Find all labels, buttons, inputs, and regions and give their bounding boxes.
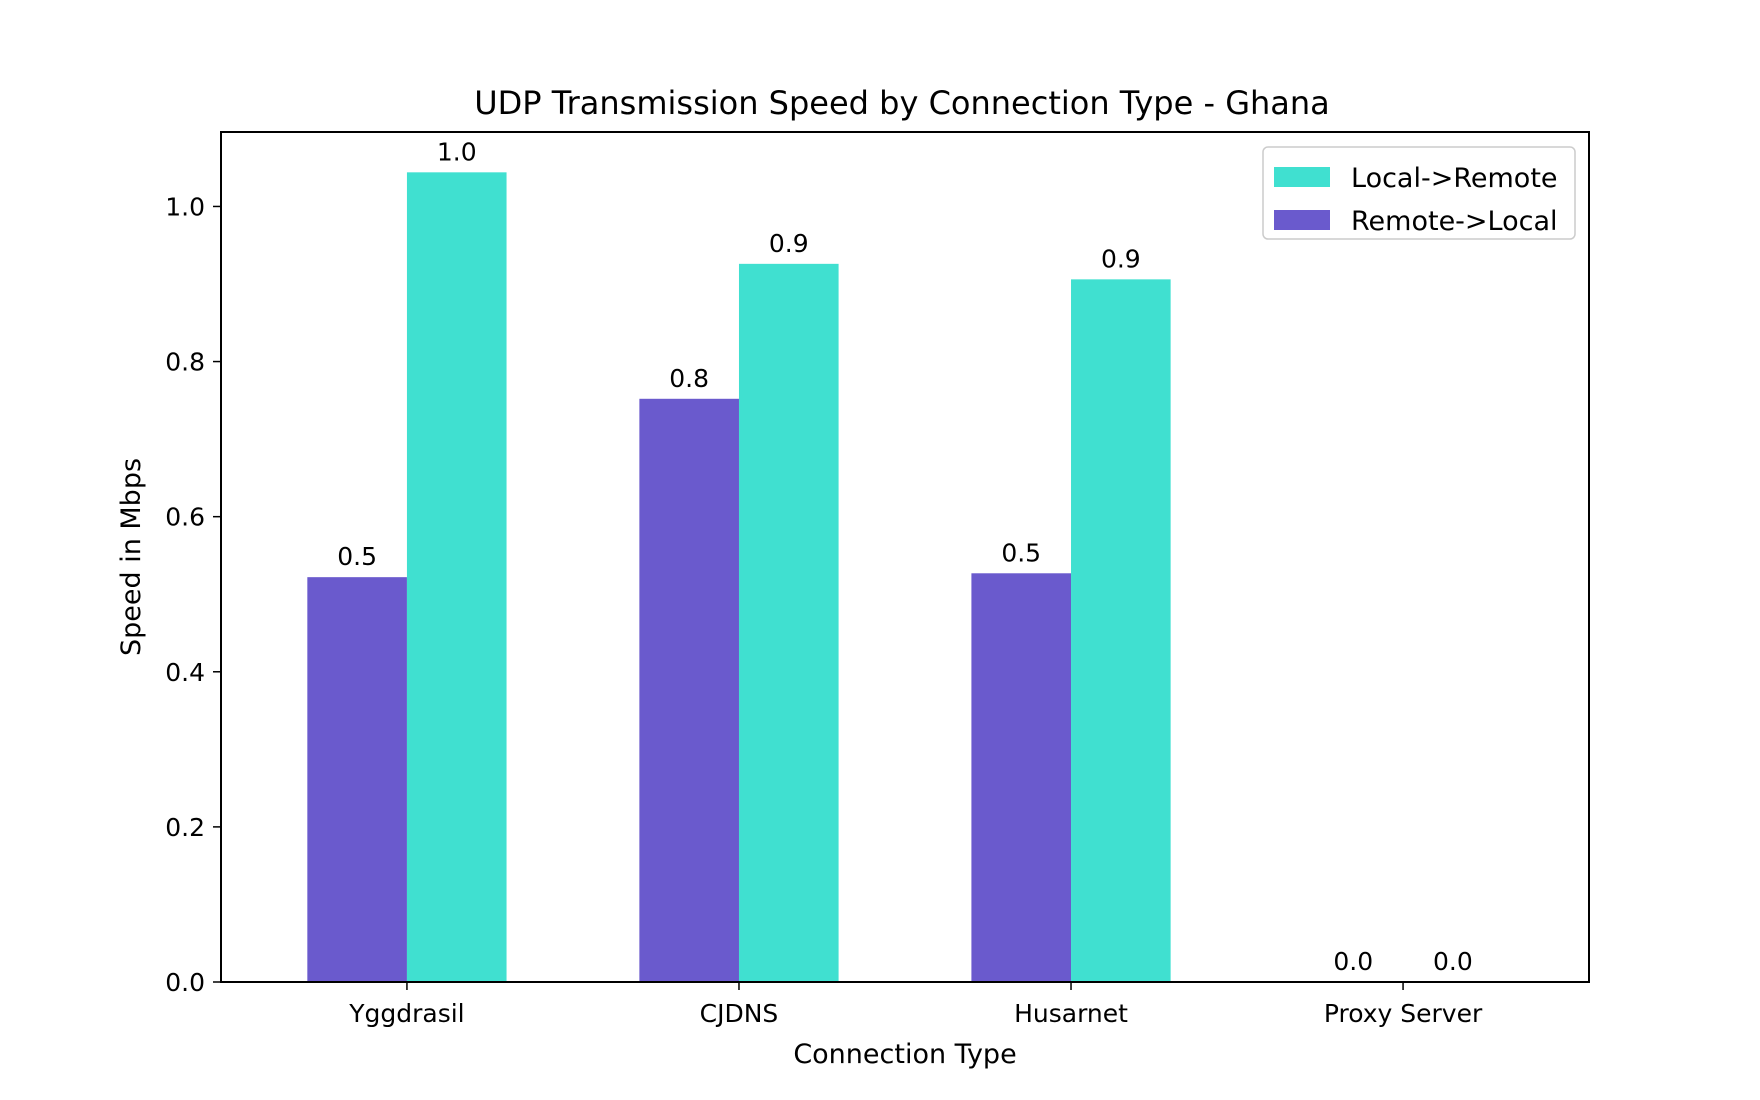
bar-labels-group: 0.5 0.8 0.5 0.0 1.0 0.9 0.9 0.0 [337, 137, 1472, 976]
legend-swatch [1274, 167, 1330, 187]
bar-local-remote-1 [738, 263, 839, 982]
bar-local-remote-0 [406, 172, 507, 982]
x-tick-label: Proxy Server [1324, 999, 1483, 1028]
x-tick-label: Husarnet [1014, 999, 1128, 1028]
y-axis: 0.0 0.2 0.4 0.6 0.8 1.0 [165, 192, 221, 997]
legend-swatch [1274, 210, 1330, 230]
bar-value-label: 1.0 [437, 137, 477, 166]
x-tick-label: Yggdrasil [348, 999, 464, 1028]
bar-value-label: 0.8 [669, 364, 709, 393]
bar-value-label: 0.5 [1001, 538, 1041, 567]
bar-value-label: 0.9 [769, 229, 809, 258]
y-tick-label: 0.4 [165, 658, 205, 687]
x-tick-label: CJDNS [700, 999, 779, 1028]
bar-remote-local-1 [639, 398, 739, 982]
y-tick-label: 0.6 [165, 503, 205, 532]
bar-local-remote-2 [1071, 279, 1171, 982]
bar-value-label: 0.0 [1333, 947, 1373, 976]
bar-value-label: 0.0 [1433, 947, 1473, 976]
plot-area-frame [220, 131, 1590, 983]
legend-box [1262, 146, 1576, 240]
y-axis-label: Speed in Mbps [116, 458, 147, 656]
legend-label: Remote->Local [1351, 206, 1558, 237]
bar-remote-local-2 [971, 573, 1072, 982]
x-axis-label: Connection Type [793, 1039, 1016, 1070]
bars-group [307, 172, 1171, 982]
x-axis: Yggdrasil CJDNS Husarnet Proxy Server [348, 982, 1483, 1028]
bar-remote-local-0 [307, 577, 407, 982]
bar-value-label: 0.5 [337, 542, 377, 571]
y-tick-label: 0.0 [165, 968, 205, 997]
y-tick-label: 1.0 [165, 192, 205, 221]
y-tick-label: 0.8 [165, 348, 205, 377]
bar-value-label: 0.9 [1101, 244, 1141, 273]
legend-label: Local->Remote [1351, 163, 1558, 194]
y-tick-label: 0.2 [165, 813, 205, 842]
chart-title: UDP Transmission Speed by Connection Typ… [474, 84, 1330, 122]
legend: Local->Remote Remote->Local [1262, 146, 1576, 240]
